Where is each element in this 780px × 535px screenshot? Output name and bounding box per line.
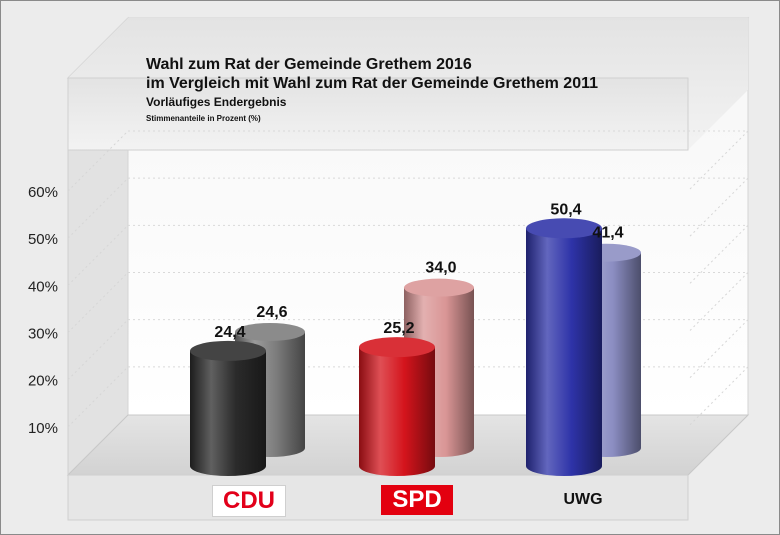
data-labels: 24,6 24,4 34,0 25,2 41,4 50,4 [214, 201, 623, 341]
bar-2016-spd [359, 337, 435, 476]
chart-title: Wahl zum Rat der Gemeinde Grethem 2016 [146, 56, 472, 73]
chart-subtitle: im Vergleich mit Wahl zum Rat der Gemein… [146, 75, 598, 92]
y-axis: 10% 20% 30% 40% 50% 60% [28, 184, 58, 437]
base-strip [67, 474, 689, 521]
gridline-right [687, 130, 749, 192]
data-label-2016-uwg: 50,4 [550, 201, 581, 218]
gridline-diagonal [67, 272, 129, 333]
bar-2016-uwg-top [526, 218, 602, 239]
bar-2016-uwg-body [526, 228, 602, 476]
data-label-2011-spd: 34,0 [425, 260, 456, 277]
y-tick-label: 60% [28, 184, 58, 201]
data-label-2016-spd: 25,2 [383, 320, 414, 337]
gridline-diagonal [67, 130, 129, 192]
bar-2016-cdu [190, 340, 266, 476]
category-label-uwg: UWG [563, 491, 603, 508]
bar-2016-cdu-body [190, 350, 266, 476]
category-label-cdu: CDU [212, 485, 286, 517]
chart-title-block: Wahl zum Rat der Gemeinde Grethem 2016 i… [146, 55, 706, 125]
data-label-2011-cdu: 24,6 [256, 304, 287, 321]
y-tick-label: 10% [28, 420, 58, 437]
y-tick-label: 20% [28, 373, 58, 390]
gridline-right [687, 177, 749, 239]
category-label-spd: SPD [381, 485, 453, 515]
data-label-2016-cdu: 24,4 [214, 324, 245, 341]
bar-2016-uwg [526, 218, 602, 476]
bar-2016-spd-body [359, 347, 435, 476]
title-panel [67, 77, 689, 151]
y-tick-label: 30% [28, 326, 58, 343]
gridline-right [687, 272, 749, 333]
bar-2011-spd-top [404, 278, 474, 297]
gridline-diagonal [67, 224, 129, 286]
gridline-diagonal [67, 366, 129, 428]
bar-2011-cdu-top [235, 322, 305, 341]
gridline-right [687, 319, 749, 381]
y-tick-label: 40% [28, 278, 58, 295]
gridline-right [687, 224, 749, 286]
bar-2016-spd-top [359, 337, 435, 358]
chart-unit-note: Stimmenanteile in Prozent (%) [146, 114, 261, 123]
gridline-diagonal [67, 319, 129, 381]
bars [190, 218, 641, 476]
gridline-right [687, 366, 749, 428]
bar-2016-cdu-top [190, 340, 266, 361]
chart-note: Vorläufiges Endergebnis [146, 95, 287, 109]
gridline-diagonal [67, 177, 129, 239]
y-tick-label: 50% [28, 231, 58, 248]
data-label-2011-uwg: 41,4 [592, 225, 623, 242]
